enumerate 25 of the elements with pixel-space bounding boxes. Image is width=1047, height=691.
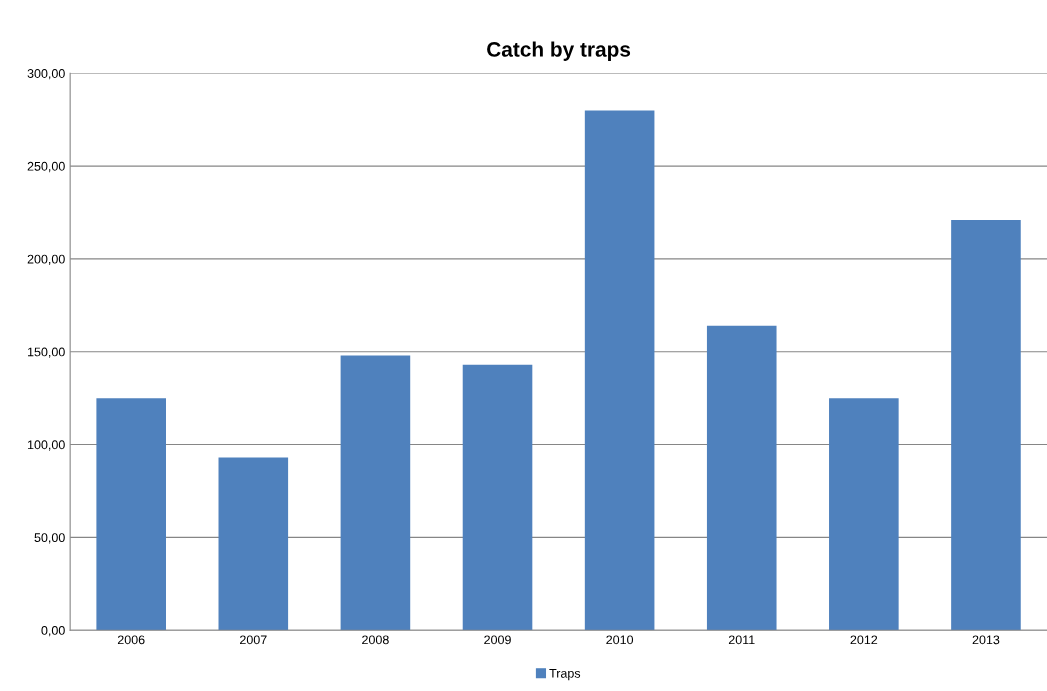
legend-label: Traps	[549, 669, 581, 681]
chart-title: Catch by traps	[487, 41, 631, 61]
x-tick-label: 2010	[606, 635, 634, 645]
x-tick-label: 2009	[484, 635, 511, 645]
x-tick-label: 2008	[362, 635, 389, 645]
bar	[951, 219, 1021, 631]
y-tick-label: 0,00	[41, 625, 65, 637]
bar	[706, 325, 777, 631]
y-tick-label: 100,00	[28, 440, 65, 451]
bar	[218, 457, 289, 631]
bar	[829, 398, 899, 631]
x-tick-label: 2011	[728, 635, 755, 645]
x-tick-label: 2013	[972, 635, 1000, 645]
bar	[340, 355, 411, 631]
y-tick-label: 300,00	[27, 69, 65, 80]
y-tick-label: 200,00	[27, 254, 65, 266]
x-tick-label: 2007	[240, 635, 267, 645]
x-tick-label: 2012	[850, 635, 878, 645]
bar	[462, 364, 533, 631]
bar	[96, 398, 166, 631]
x-tick-label: 2006	[117, 635, 145, 645]
y-tick-label: 50,00	[34, 533, 65, 544]
y-tick-label: 150,00	[28, 347, 65, 358]
bar	[584, 110, 655, 631]
y-tick-label: 250,00	[27, 161, 65, 173]
